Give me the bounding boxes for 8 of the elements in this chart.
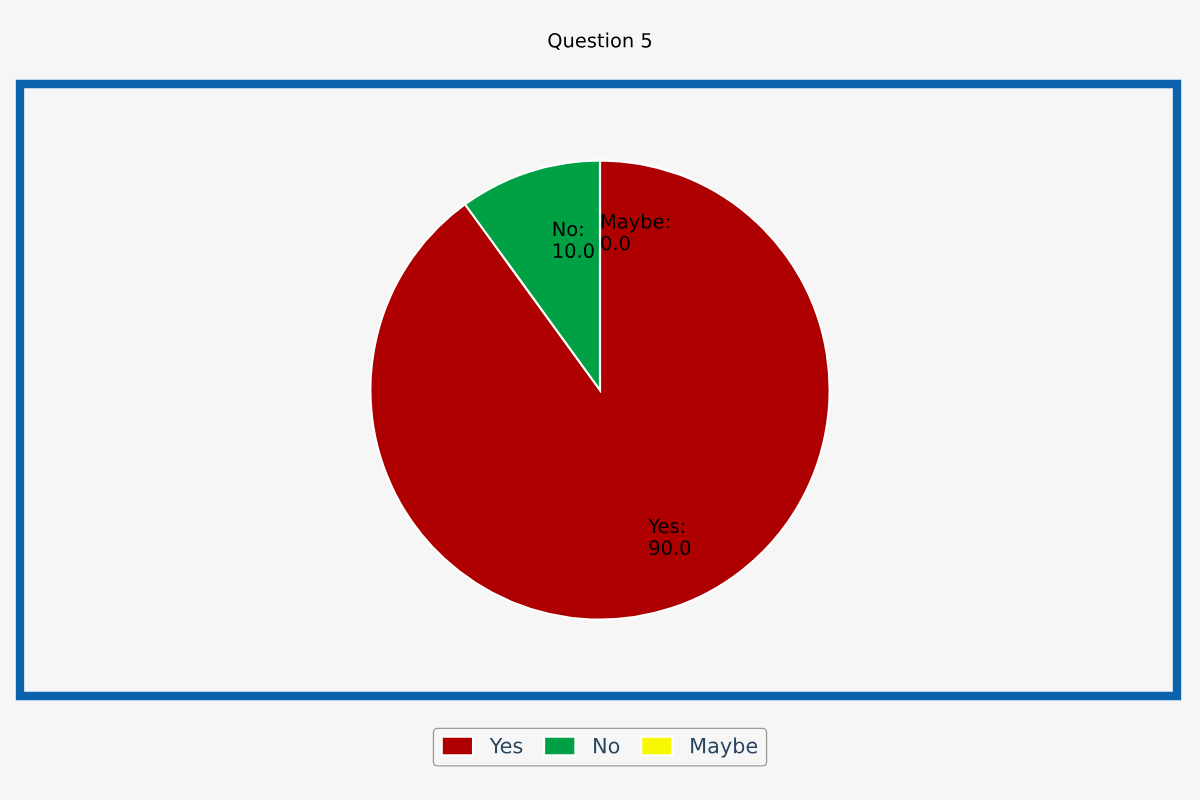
chart-title: Question 5 <box>548 32 652 50</box>
legend-label: Maybe <box>691 737 758 758</box>
pie-slice <box>369 159 831 621</box>
data-label: Yes: 90.0 <box>648 518 691 556</box>
legend-label: No <box>594 738 620 754</box>
data-label: No: 10.0 <box>553 221 594 259</box>
legend-label: Yes <box>489 738 523 754</box>
text: Maybe: 0.0 <box>601 213 669 251</box>
